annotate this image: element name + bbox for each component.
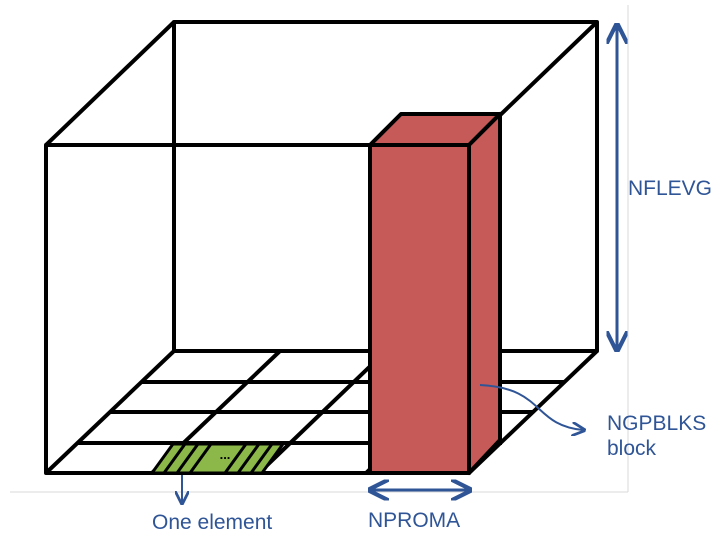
grid-col-line	[257, 349, 388, 475]
element-stripe	[188, 444, 213, 473]
nproma-label: NPROMA	[368, 509, 461, 532]
ngpblks-curved-arrow	[479, 384, 583, 430]
element-stripe	[236, 444, 261, 473]
element-stripe	[162, 444, 187, 473]
cube-edge-top-left	[44, 20, 176, 147]
outer-cube	[44, 20, 599, 475]
element-stripe	[175, 444, 200, 473]
block-front-face	[368, 143, 471, 475]
one-element-cell: ...	[149, 442, 286, 475]
one-element-label: One element	[152, 511, 273, 534]
ngpblks-label-line1: NGPBLKS	[607, 412, 707, 435]
element-stripe	[249, 444, 274, 473]
ngpblks-label-line2: block	[607, 437, 657, 461]
nflevg-label: NFLEVG	[628, 177, 713, 200]
ngpblks-block	[368, 112, 502, 475]
element-ellipsis: ...	[220, 447, 231, 462]
ngpblks-label: NGPBLKS block	[607, 411, 706, 461]
block-side-face	[467, 112, 502, 475]
element-stripe	[223, 444, 248, 473]
